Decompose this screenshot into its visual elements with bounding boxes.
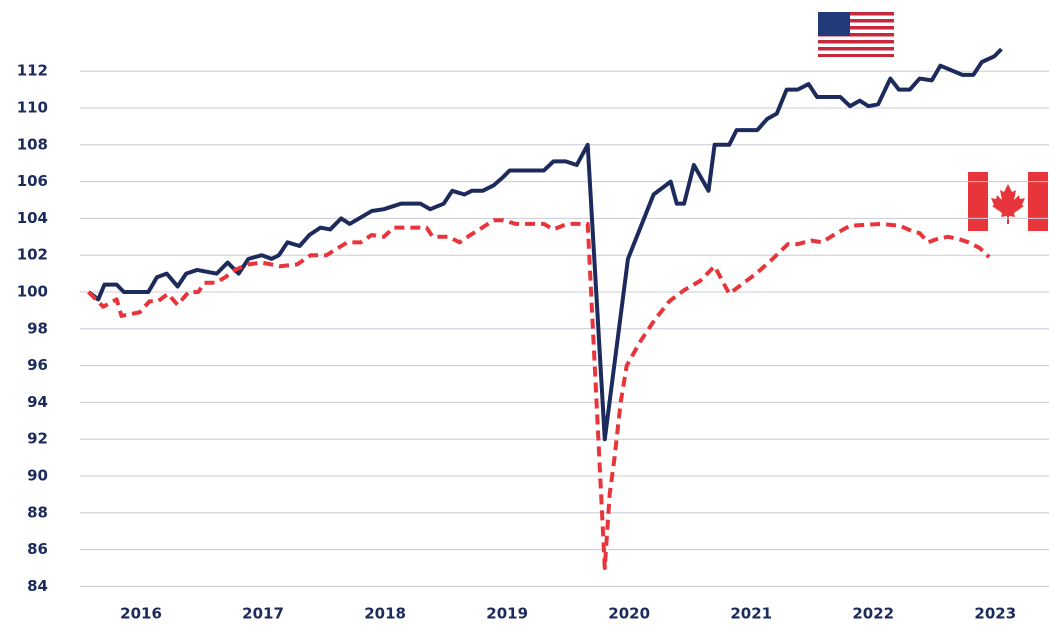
y-tick-label: 94 (27, 393, 48, 411)
y-tick-label: 112 (17, 62, 48, 80)
us-flag (818, 12, 894, 57)
y-tick-label: 84 (27, 577, 48, 595)
y-tick-label: 90 (27, 467, 48, 485)
y-tick-label: 110 (17, 99, 48, 117)
x-tick-label: 2023 (974, 605, 1016, 623)
y-tick-label: 88 (27, 503, 48, 521)
y-tick-label: 86 (27, 540, 48, 558)
x-tick-label: 2022 (852, 605, 894, 623)
series-line (87, 218, 991, 570)
y-tick-label: 98 (27, 319, 48, 337)
y-tick-label: 102 (17, 246, 48, 264)
canada-flag (968, 172, 1048, 231)
x-tick-label: 2020 (608, 605, 650, 623)
x-tick-label: 2016 (120, 605, 162, 623)
x-tick-label: 2017 (242, 605, 284, 623)
y-tick-label: 96 (27, 356, 48, 374)
y-tick-label: 104 (17, 209, 48, 227)
x-tick-label: 2019 (486, 605, 528, 623)
y-tick-label: 92 (27, 430, 48, 448)
y-tick-label: 100 (17, 283, 48, 301)
x-tick-label: 2021 (730, 605, 772, 623)
y-tick-label: 108 (17, 135, 48, 153)
y-tick-label: 106 (17, 172, 48, 190)
x-tick-label: 2018 (364, 605, 406, 623)
